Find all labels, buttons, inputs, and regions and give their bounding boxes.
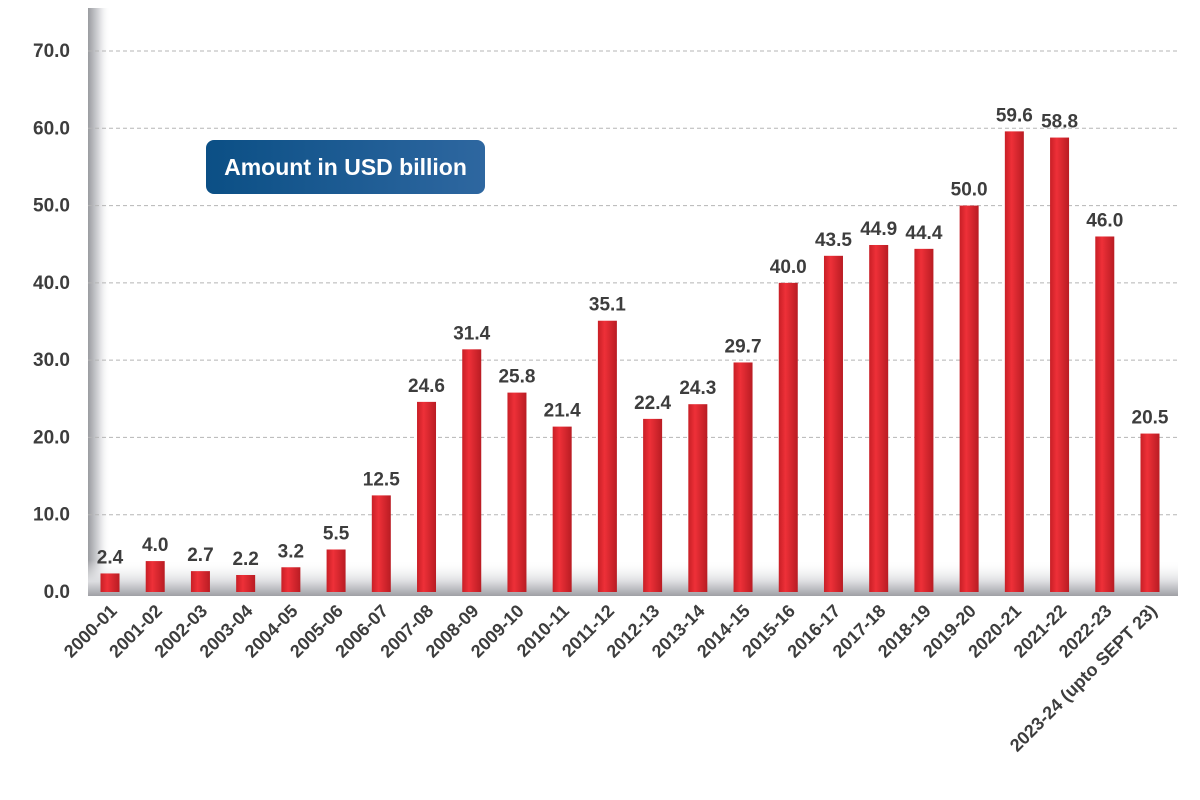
bar xyxy=(281,567,301,592)
bar xyxy=(1050,137,1070,592)
bar xyxy=(507,392,527,592)
bar xyxy=(190,571,210,592)
data-label: 22.4 xyxy=(634,393,671,414)
data-label: 40.0 xyxy=(770,257,807,278)
unit-label: Amount in USD billion xyxy=(224,153,467,180)
bar xyxy=(236,574,256,592)
bar xyxy=(823,255,843,593)
data-label: 3.2 xyxy=(278,541,304,562)
data-label: 2.7 xyxy=(187,545,213,566)
bar xyxy=(1140,433,1160,592)
bar xyxy=(552,426,572,592)
data-label: 25.8 xyxy=(498,367,535,388)
bar xyxy=(145,561,165,592)
y-tick-label: 70.0 xyxy=(33,41,70,62)
data-label: 35.1 xyxy=(589,295,626,316)
y-tick-label: 0.0 xyxy=(44,582,70,603)
bar xyxy=(326,549,346,592)
bar xyxy=(597,320,617,592)
data-label: 12.5 xyxy=(363,469,400,490)
y-tick-label: 10.0 xyxy=(33,505,70,526)
y-tick-label: 30.0 xyxy=(33,350,70,371)
bar xyxy=(643,418,663,592)
bar xyxy=(1004,131,1024,592)
data-label: 2.4 xyxy=(97,547,124,568)
y-tick-label: 40.0 xyxy=(33,273,70,294)
bar xyxy=(959,205,979,593)
data-label: 5.5 xyxy=(323,523,350,544)
data-label: 24.6 xyxy=(408,376,445,397)
bar xyxy=(869,244,889,593)
bar xyxy=(778,282,798,592)
data-label: 58.8 xyxy=(1041,112,1078,133)
data-label: 2.2 xyxy=(232,549,258,570)
bar xyxy=(733,362,753,592)
bar xyxy=(688,404,708,592)
data-label: 50.0 xyxy=(951,180,988,201)
bar xyxy=(371,495,391,592)
bar xyxy=(1095,236,1115,592)
bar xyxy=(417,401,437,592)
data-label: 59.6 xyxy=(996,105,1033,126)
data-label: 29.7 xyxy=(725,336,762,357)
data-label: 24.3 xyxy=(679,378,716,399)
data-label: 31.4 xyxy=(453,323,490,344)
bar xyxy=(100,573,120,592)
bar xyxy=(914,248,934,592)
bottom-axis-shade xyxy=(88,560,1178,596)
bar xyxy=(462,349,482,592)
y-tick-label: 50.0 xyxy=(33,196,70,217)
y-tick-label: 20.0 xyxy=(33,427,70,448)
y-tick-label: 60.0 xyxy=(33,118,70,139)
data-label: 4.0 xyxy=(142,535,168,556)
data-label: 46.0 xyxy=(1086,210,1123,231)
data-label: 20.5 xyxy=(1132,408,1169,429)
unit-label-box: Amount in USD billion xyxy=(206,140,485,194)
data-label: 44.9 xyxy=(860,219,897,240)
left-axis-shade xyxy=(88,8,110,596)
data-label: 44.4 xyxy=(905,223,942,244)
data-label: 43.5 xyxy=(815,230,852,251)
data-label: 21.4 xyxy=(544,401,581,422)
